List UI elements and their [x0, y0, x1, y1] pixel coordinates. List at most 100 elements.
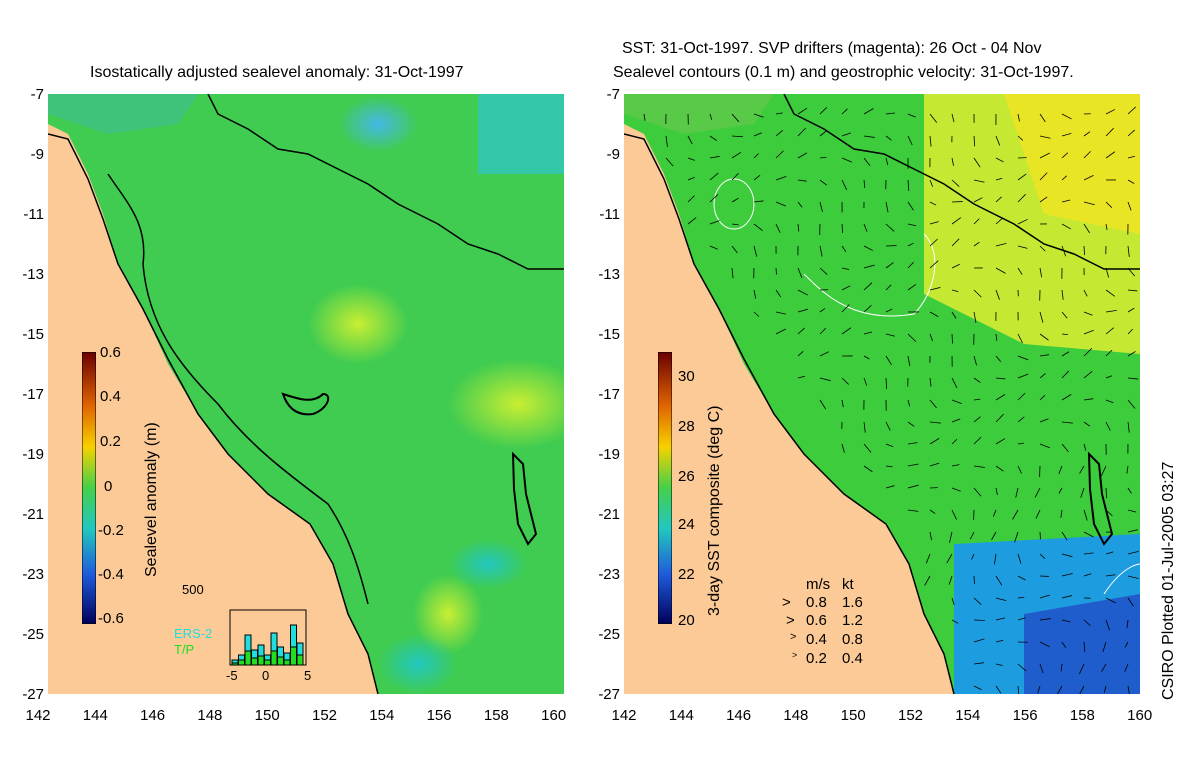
velocity-arrow: [951, 157, 954, 166]
velocity-arrow: [1105, 223, 1108, 230]
velocity-arrow: [863, 179, 866, 189]
x-tick-label: 158: [1069, 707, 1095, 724]
velocity-arrow: [1101, 663, 1107, 672]
velocity-arrow: [1083, 201, 1095, 206]
velocity-arrow: [995, 394, 1006, 401]
tp-label: T/P: [174, 642, 195, 657]
velocity-arrow: [643, 113, 646, 121]
plot-credit: CSIRO Plotted 01-Jul-2005 03:27: [1160, 461, 1177, 700]
velocity-arrow: [907, 484, 919, 489]
left-map-title: Isostatically adjusted sealevel anomaly:…: [90, 64, 464, 81]
legend-arrow-icon: >: [786, 612, 795, 629]
velocity-arrow: [1127, 551, 1139, 555]
x-tick-label: 144: [82, 707, 108, 724]
velocity-arrow: [995, 617, 1006, 621]
velocity-arrow: [1127, 201, 1132, 211]
velocity-arrow: [885, 112, 895, 115]
velocity-arrow: [1105, 487, 1108, 499]
velocity-arrow: [1017, 113, 1020, 122]
velocity-arrow: [1017, 245, 1028, 249]
velocity-arrow: [797, 127, 806, 137]
velocity-arrow: [1105, 509, 1113, 517]
velocity-arrow: [929, 333, 933, 342]
velocity-arrow: [841, 327, 852, 335]
velocity-arrow: [1083, 245, 1085, 256]
velocity-arrow: [1061, 573, 1073, 577]
velocity-arrow: [885, 201, 889, 213]
velocity-arrow: [1105, 597, 1116, 604]
velocity-arrow: [863, 264, 875, 269]
velocity-arrow: [995, 267, 1006, 274]
velocity-arrow: [1105, 151, 1116, 159]
velocity-arrows: [643, 106, 1139, 694]
velocity-arrow: [819, 267, 828, 275]
velocity-arrow: [995, 597, 1007, 602]
velocity-arrow: [1039, 333, 1049, 341]
velocity-arrow: [995, 177, 1003, 181]
y-tick-label: -13: [22, 266, 44, 283]
velocity-arrow: [1127, 307, 1135, 313]
velocity-arrow: [1017, 267, 1023, 275]
x-tick-label: 152: [311, 707, 338, 724]
velocity-arrow: [1083, 509, 1088, 521]
velocity-arrow: [1060, 663, 1063, 672]
velocity-arrow: [929, 260, 939, 269]
velocity-arrow: [907, 463, 919, 467]
velocity-arrow: [775, 223, 781, 233]
velocity-arrow: [973, 416, 981, 423]
velocity-arrow: [1039, 553, 1046, 559]
velocity-arrow: [863, 465, 873, 473]
velocity-arrow: [797, 223, 800, 232]
velocity-arrow: [709, 172, 719, 181]
velocity-arrow: [1105, 201, 1113, 208]
x-tick-label: 146: [140, 707, 166, 724]
velocity-arrow: [841, 132, 851, 137]
velocity-arrow: [1017, 553, 1022, 564]
velocity-arrow: [995, 135, 1001, 146]
velocity-arrow: [1058, 465, 1063, 474]
velocity-arrow: [1127, 328, 1134, 335]
velocity-arrow: [885, 135, 892, 141]
velocity-arrow: [1083, 223, 1090, 234]
y-tick-label: -15: [22, 326, 44, 343]
velocity-arrow: [1127, 106, 1136, 115]
velocity-arrow: [1039, 152, 1050, 159]
velocity-arrow: [775, 130, 783, 137]
x-tick-label: 160: [1127, 707, 1153, 724]
velocity-arrow: [951, 597, 955, 605]
velocity-arrow: [797, 267, 803, 279]
inset-ymax: 500: [182, 582, 204, 597]
velocity-arrow: [929, 509, 936, 514]
velocity-arrow: [1083, 421, 1091, 427]
y-tick-label: -7: [30, 86, 44, 103]
histogram-bar: [290, 646, 297, 666]
x-tick-label: 152: [897, 707, 924, 724]
velocity-arrow: [775, 289, 782, 298]
velocity-arrow: [1039, 641, 1050, 648]
velocity-arrow: [929, 377, 932, 387]
velocity-arrow: [1017, 617, 1026, 621]
velocity-arrow: [709, 113, 713, 120]
velocity-arrow: [841, 179, 848, 191]
velocity-arrow: [1100, 465, 1107, 477]
velocity-arrow: [907, 421, 915, 427]
velocity-arrow: [797, 179, 807, 182]
histogram-bar: [277, 656, 284, 666]
velocity-arrow: [1083, 311, 1093, 316]
velocity-arrow: [1061, 245, 1067, 257]
velocity-arrow: [775, 150, 784, 159]
velocity-arrow: [797, 351, 804, 357]
legend-kt: 1.2: [842, 612, 863, 629]
velocity-arrow: [1039, 618, 1051, 621]
x-tick-label: 142: [611, 707, 637, 724]
velocity-arrow: [1039, 267, 1043, 278]
x-tick-label: 150: [254, 707, 280, 724]
velocity-arrow: [1039, 196, 1048, 203]
velocity-arrow: [863, 355, 870, 360]
y-tick-label: -19: [22, 446, 44, 463]
y-tick-label: -9: [30, 146, 44, 163]
velocity-arrow: [1017, 333, 1023, 344]
velocity-arrow: [885, 157, 889, 166]
velocity-arrow: [753, 289, 757, 299]
velocity-arrow: [907, 179, 910, 191]
